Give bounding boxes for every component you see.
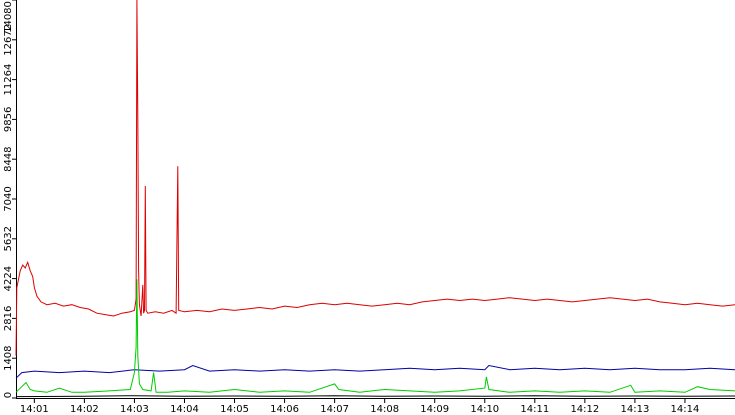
y-tick-label: 11264: [3, 64, 14, 96]
x-tick-label: 14:10: [470, 404, 499, 415]
y-tick-label: 9856: [3, 107, 14, 132]
y-tick-label: 1408: [3, 345, 14, 370]
x-tick-label: 14:04: [170, 404, 199, 415]
y-tick-label: 0: [3, 392, 14, 398]
x-tick-label: 14:01: [20, 404, 49, 415]
x-tick-label: 14:14: [671, 404, 700, 415]
x-tick-label: 14:11: [520, 404, 549, 415]
x-tick-label: 14:13: [620, 404, 649, 415]
x-tick-label: 14:12: [570, 404, 599, 415]
x-tick-label: 14:07: [320, 404, 349, 415]
y-tick-label: 4224: [3, 266, 14, 291]
series-line-1: [15, 0, 735, 356]
x-tick-label: 14:05: [220, 404, 249, 415]
series-line-4: [15, 395, 735, 398]
y-tick-label: 14080: [3, 1, 14, 33]
x-axis: 14:01 14:02 14:03 14:04 14:05 14:06 14:07 14:08…: [16, 398, 735, 415]
series-line-3: [15, 279, 735, 393]
x-tick-label: 14:06: [270, 404, 299, 415]
y-tick-label: 12672: [3, 24, 14, 56]
x-tick-label: 14:09: [420, 404, 449, 415]
y-axis: 0 1408 2816 4224 5632 7040 8448 9856 11264 126721…: [3, 0, 17, 399]
y-tick-label: 7040: [3, 186, 14, 211]
x-tick-label: 14:08: [370, 404, 399, 415]
y-tick-label: 2816: [3, 306, 14, 331]
series-line-2: [15, 364, 735, 379]
series-layer: [15, 0, 735, 398]
y-tick-label: 5632: [3, 226, 14, 251]
x-tick-label: 14:02: [70, 404, 99, 415]
y-tick-label: 8448: [3, 146, 14, 171]
x-tick-label: 14:03: [120, 404, 149, 415]
